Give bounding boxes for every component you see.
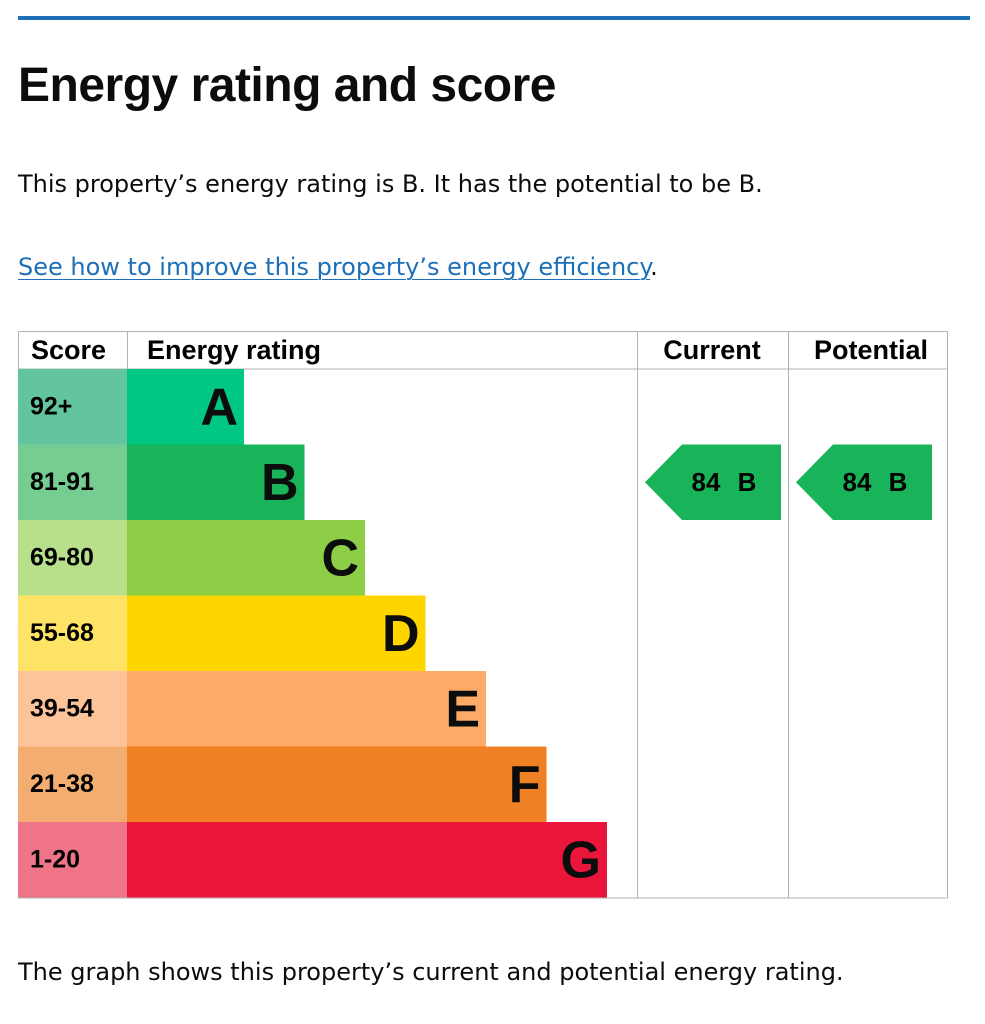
current-letter: B [738,467,757,497]
column-header: Potential [814,335,928,365]
epc-graph: Score Energy rating Current Potential 92+ A 81… [18,331,948,899]
score-cell [18,746,127,822]
rating-letter: A [200,378,238,436]
rating-letter: E [445,680,480,738]
page-title: Energy rating and score [18,59,557,112]
link-period: . [650,253,658,281]
rating-bar [127,595,426,671]
rating-bar [127,444,305,520]
score-cell [18,822,127,898]
score-cell [18,444,127,520]
column-header: Energy rating [147,335,321,365]
score-range: 55-68 [30,619,94,647]
rating-letter: C [321,529,359,587]
column-header: Current [663,335,761,365]
rating-bar [127,822,607,898]
link-line: See how to improve this property’s energ… [18,253,658,281]
rating-letter: D [382,605,420,663]
potential-score: 84 [843,467,872,497]
score-cell [18,520,127,596]
rating-bar [127,369,244,445]
potential-letter: B [889,467,908,497]
rating-bar [127,520,365,596]
rating-bar [127,746,547,822]
rating-bar [127,671,486,747]
rating-letter: G [561,831,601,889]
current-arrow [645,444,781,520]
score-range: 92+ [30,392,72,420]
score-range: 39-54 [30,694,94,722]
score-cell [18,671,127,747]
intro-text: This property’s energy rating is B. It h… [18,170,763,198]
score-range: 69-80 [30,543,94,571]
current-score: 84 [692,467,721,497]
rating-letter: F [509,756,541,814]
potential-arrow [796,444,932,520]
score-cell [18,369,127,445]
column-header: Score [31,335,106,365]
footer-text: The graph shows this property’s current … [18,958,844,986]
score-range: 21-38 [30,770,94,798]
score-cell [18,595,127,671]
score-range: 81-91 [30,468,94,496]
top-rule [18,16,970,20]
score-range: 1-20 [30,845,80,873]
improve-link[interactable]: See how to improve this property’s energ… [18,253,651,281]
rating-letter: B [261,454,299,512]
